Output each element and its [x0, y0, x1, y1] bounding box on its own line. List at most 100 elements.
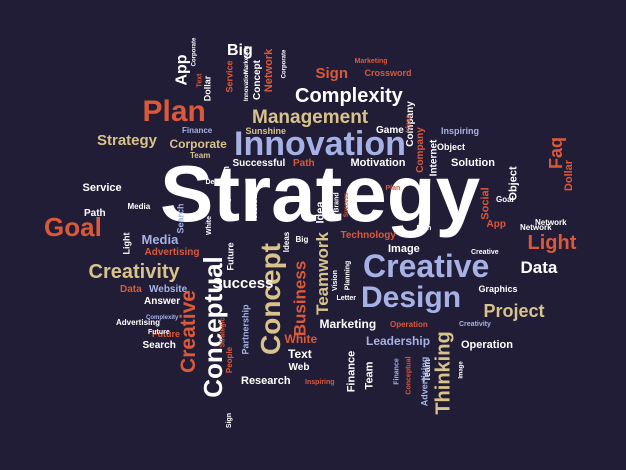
word-service: Service [82, 181, 122, 194]
word-leadership: Leadership [366, 334, 431, 348]
word-design: Design [361, 281, 462, 314]
word-creativity: Creativity [88, 261, 180, 283]
word-motivation: Motivation [350, 156, 406, 169]
word-advertising: Advertising [116, 318, 161, 327]
word-business: Business [290, 260, 310, 336]
word-future: Future [225, 242, 236, 270]
word-brand: Brand [333, 191, 341, 213]
word-web: Web [288, 362, 310, 373]
word-app: App [486, 219, 506, 230]
word-path: Path [293, 158, 315, 169]
word-app: App [173, 54, 191, 86]
word-service: Service [224, 59, 235, 93]
word-technology: Technology [340, 230, 396, 241]
word-future: Future [148, 328, 170, 336]
word-white: White [205, 215, 213, 235]
word-creative: Creative [363, 248, 490, 284]
word-planning: Planning [344, 260, 352, 290]
word-complexity: Complexity [295, 85, 403, 107]
word-corporate: Corporate [169, 137, 227, 151]
word-operation: Operation [461, 338, 513, 351]
word-media: Media [141, 231, 179, 247]
word-idea: Idea [314, 200, 327, 224]
word-partnership: Partnership [240, 303, 251, 355]
word-social: Social [479, 186, 492, 220]
word-successful: Successful [232, 158, 286, 169]
word-finance: Finance [393, 357, 401, 385]
word-strategy: Strategy [97, 131, 158, 149]
word-marketing: Marketing [354, 57, 388, 65]
word-network: Network [520, 223, 552, 232]
word-complexity: Complexity [146, 315, 179, 321]
word-marketing: Marketing [244, 45, 251, 75]
word-creativity: Creativity [459, 320, 491, 328]
word-letter: Letter [336, 294, 356, 302]
word-image: Image [458, 361, 465, 379]
word-plan: Plan [142, 95, 206, 128]
word-object: Object [437, 141, 466, 152]
word-search: Search [175, 202, 186, 234]
word-advertising: Advertising [419, 356, 430, 406]
word-network: Network [535, 218, 567, 227]
word-future: Future [152, 328, 180, 339]
word-vision: Vision [331, 269, 339, 291]
word-crossword: Crossword [364, 67, 412, 78]
word-operation: Operation [390, 320, 428, 329]
word-finance: Finance [345, 350, 358, 392]
word-management: Management [252, 106, 369, 128]
word-game: Game [376, 125, 404, 136]
word-sunshine: Sunshine [245, 125, 287, 136]
word-team: Team [190, 151, 211, 160]
word-advertising: Advertising [144, 247, 200, 258]
word-success: Success [344, 192, 351, 218]
word-research: Research [241, 374, 291, 387]
word-project: Project [483, 301, 545, 321]
word-sign: Sign [225, 412, 233, 428]
word-ideas: Ideas [282, 231, 292, 253]
word-network: Network [262, 48, 275, 92]
word-strategy: Strategy [160, 149, 481, 238]
word-light: Light [527, 232, 577, 254]
word-plan: Plan [416, 224, 432, 232]
word-marketing: Marketing [319, 317, 377, 331]
word-inspiring: Inspiring [441, 125, 479, 136]
word-path: Path [84, 208, 106, 219]
word-inspiring: Inspiring [305, 378, 335, 386]
word-image: Image [388, 242, 420, 255]
word-creative: Creative [471, 248, 499, 256]
word-success: Success [212, 274, 274, 292]
word-concept: Concept [252, 60, 263, 100]
word-corporate: Corporate [190, 37, 197, 67]
word-graphics: Graphics [478, 283, 518, 294]
word-data: Data [520, 257, 558, 277]
word-data: Data [120, 284, 142, 295]
word-dollar: Dollar [202, 75, 213, 101]
word-strategic: Strategic [219, 317, 227, 347]
word-corporate: Corporate [280, 49, 287, 79]
word-finance: Finance [182, 126, 213, 135]
word-sign: Sign [315, 64, 349, 82]
word-dollar: Dollar [562, 159, 575, 191]
word-media: Media [127, 202, 151, 211]
word-big: Big [227, 42, 253, 59]
word-light: Light [121, 232, 132, 254]
word-company: Company [414, 127, 426, 173]
word-solution: Solution [451, 156, 495, 169]
word-search: Search [142, 340, 176, 351]
word-answer: Answer [144, 296, 181, 307]
word-creative: Creative [176, 289, 200, 373]
word-design: Design [205, 178, 229, 186]
word-website: Website [149, 284, 188, 295]
word-concept: Concept [255, 243, 286, 355]
word-innovation: Innovation [244, 70, 251, 102]
word-conceptual: Conceptual [405, 355, 413, 395]
word-question: Question [220, 165, 231, 205]
word-vision: Vision [248, 192, 259, 220]
word-plan: Plan [385, 184, 401, 192]
word-white: White [284, 332, 318, 346]
word-goal: Goal [496, 195, 514, 204]
word-goal: Goal [44, 212, 102, 242]
word-people: People [225, 346, 235, 374]
word-innovation: Innovation [234, 125, 406, 163]
